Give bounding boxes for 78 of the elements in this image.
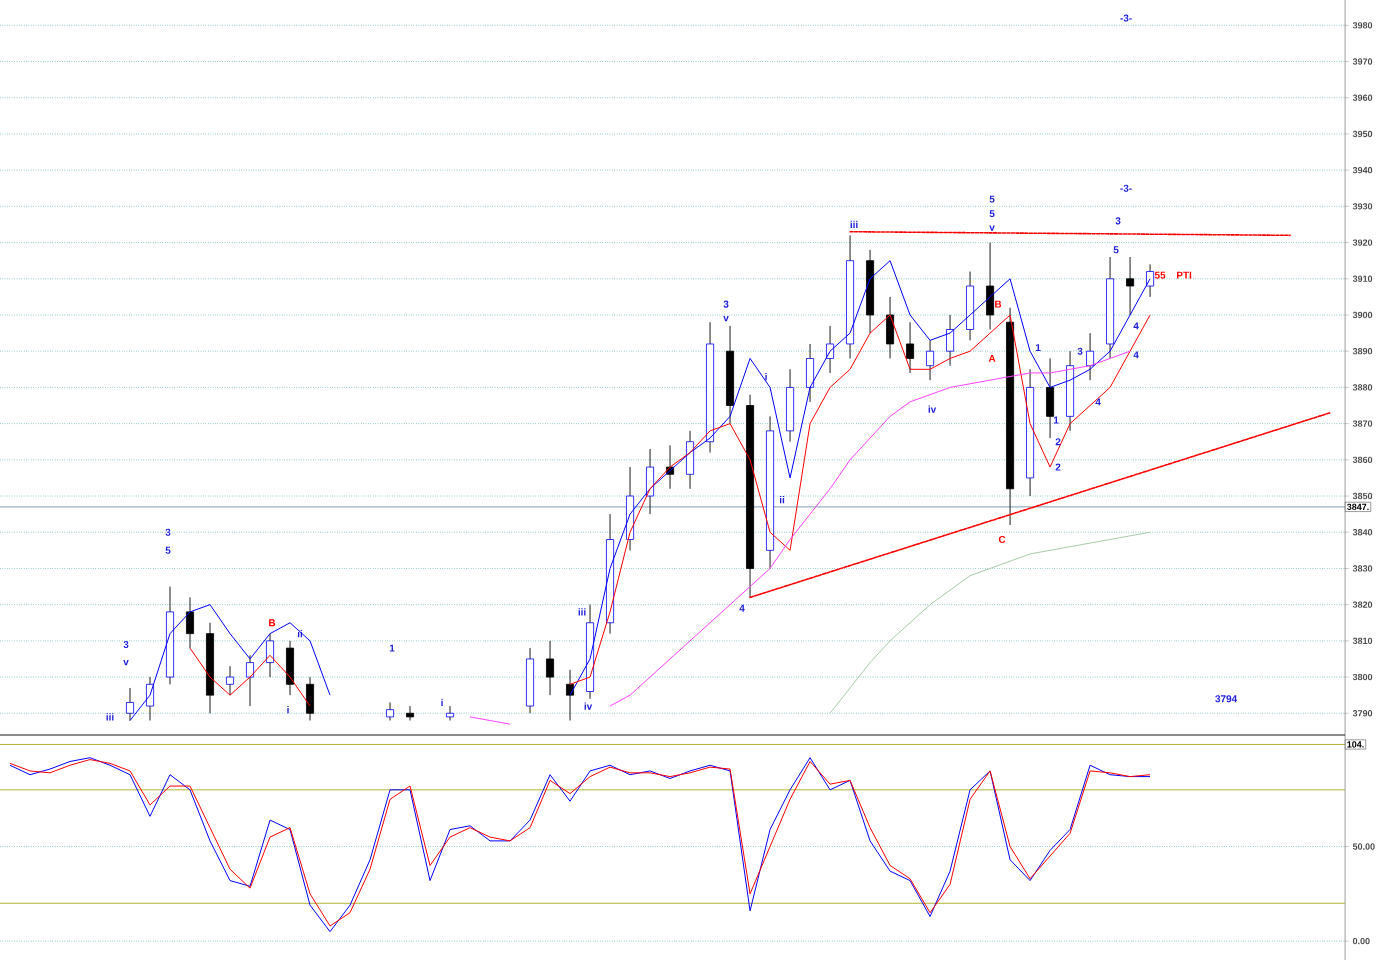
candlestick	[386, 701, 395, 721]
y-tick-label: 3900	[1352, 311, 1373, 319]
annotation: iv	[584, 702, 593, 710]
y-tick-label: 3940	[1352, 166, 1373, 174]
y-tick-label: 3830	[1352, 565, 1373, 572]
candlestick	[186, 596, 195, 649]
annotation: 5	[165, 546, 171, 554]
annotation: 3	[123, 640, 129, 649]
y-tick-label: 0.00	[1352, 937, 1370, 945]
candlestick	[946, 314, 955, 367]
annotation: 4	[1133, 322, 1139, 330]
y-tick-label: 3950	[1352, 130, 1373, 138]
annotation: 3	[1115, 217, 1121, 225]
annotation: 5	[1113, 246, 1119, 254]
annotation: 4	[739, 604, 745, 612]
y-tick-label: 3860	[1352, 456, 1373, 463]
y-tick-label: 3840	[1352, 529, 1373, 536]
annotation: 55	[1154, 271, 1166, 279]
candlestick	[926, 339, 935, 381]
candlestick	[546, 640, 555, 696]
annotation: iv	[928, 405, 937, 413]
annotation: v	[123, 659, 129, 666]
annotation: 2	[1055, 463, 1061, 471]
annotation: iii	[578, 608, 586, 616]
candlestick	[1126, 256, 1135, 316]
annotation: B	[269, 619, 276, 627]
y-tick-label: 3810	[1352, 637, 1373, 645]
annotation: iii	[850, 220, 858, 229]
annotation: PTI	[1177, 271, 1192, 279]
y-tick-label: 3980	[1352, 22, 1373, 29]
annotation: v	[989, 225, 995, 231]
annotation: ii	[297, 630, 303, 638]
y-tick-label: 3800	[1352, 673, 1373, 681]
candlestick	[406, 705, 415, 721]
annotation: 1	[1035, 344, 1041, 352]
ref-line-label: 3847.	[1346, 503, 1369, 511]
annotation: 4	[1095, 398, 1101, 406]
candlestick	[266, 633, 275, 678]
candlestick	[446, 705, 455, 721]
annotation: 5	[989, 195, 995, 203]
annotation: iii	[106, 713, 114, 721]
annotation: i	[765, 372, 767, 381]
y-tick-label: 3790	[1352, 710, 1373, 717]
annotation: i	[441, 698, 443, 707]
y-tick-label: 3820	[1352, 601, 1373, 608]
annotation: 3	[1077, 347, 1083, 355]
candlestick	[246, 654, 255, 707]
annotation: 3794	[1215, 695, 1238, 703]
annotation: -3-	[1120, 184, 1132, 192]
y-tick-label: 3870	[1352, 420, 1373, 427]
annotation: ii	[779, 496, 785, 504]
annotation: C	[998, 535, 1006, 543]
y-tick-label: 3960	[1352, 94, 1373, 101]
annotation: v	[723, 315, 729, 322]
candlestick	[1086, 332, 1095, 381]
y-tick-label: 3850	[1352, 492, 1373, 500]
y-tick-label: 3930	[1352, 203, 1373, 210]
annotation: 3	[165, 528, 171, 536]
candlestick	[226, 665, 235, 696]
annotation: 2	[1055, 438, 1061, 446]
annotation: 3	[723, 300, 729, 308]
y-tick-label: 50.00	[1352, 843, 1375, 850]
candlestick	[566, 669, 575, 721]
annotation: 1	[389, 644, 395, 652]
y-tick-label: 3880	[1352, 384, 1373, 391]
annotation: -3-	[1120, 14, 1132, 22]
candlestick	[906, 321, 915, 374]
annotation: 5	[989, 210, 995, 218]
y-tick-label: 3970	[1352, 58, 1373, 65]
annotation: B	[995, 300, 1002, 308]
ref-line-label: 104.	[1347, 741, 1364, 748]
y-tick-label: 3920	[1352, 239, 1373, 246]
annotation: 4	[1133, 351, 1139, 359]
annotation: 1	[1053, 416, 1059, 424]
y-tick-label: 3910	[1352, 275, 1373, 282]
y-tick-label: 3890	[1352, 348, 1373, 355]
annotation: i	[287, 706, 289, 714]
annotation: A	[988, 355, 996, 362]
